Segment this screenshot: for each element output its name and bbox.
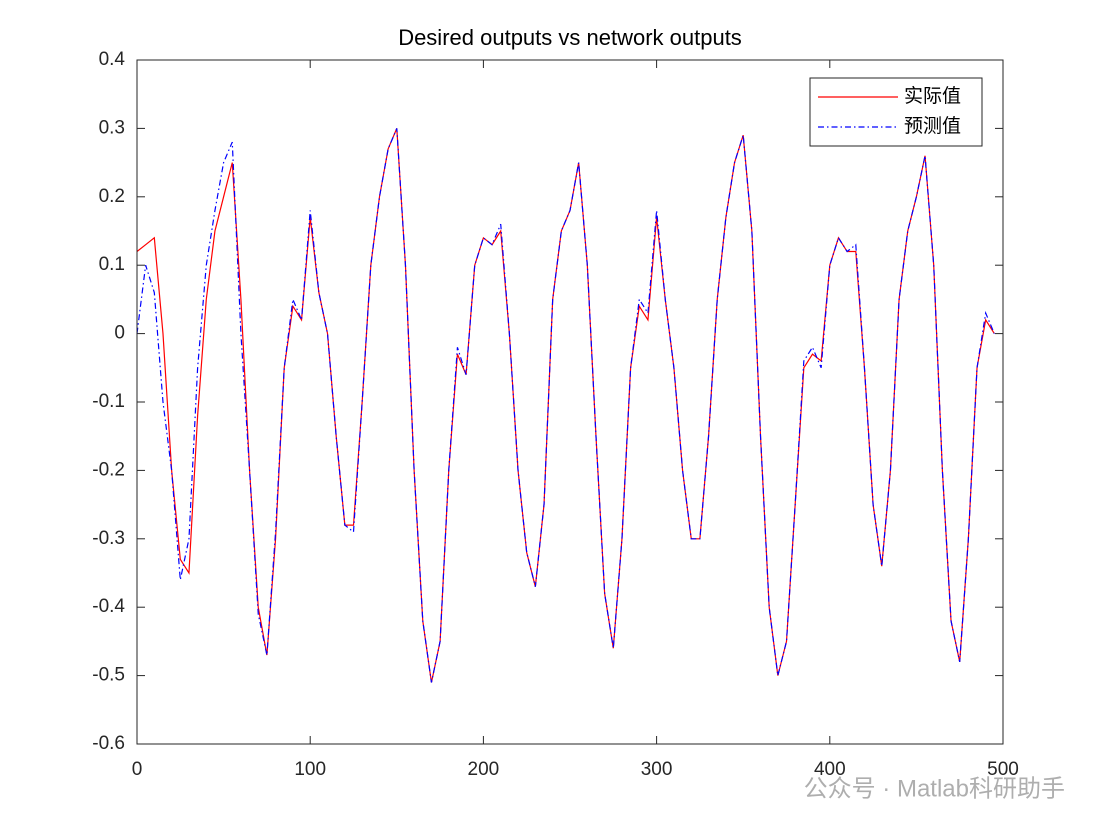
y-tick-label: -0.5 xyxy=(92,665,125,686)
chart-title: Desired outputs vs network outputs xyxy=(398,25,742,50)
y-tick-label: -0.6 xyxy=(92,733,125,754)
x-tick-label: 200 xyxy=(468,759,500,780)
legend-box xyxy=(809,77,983,147)
x-tick-label: 500 xyxy=(987,759,1019,780)
x-tick-label: 0 xyxy=(132,759,143,780)
watermark: 公众号 · Matlab科研助手 xyxy=(804,775,1065,802)
y-tick-label: 0.3 xyxy=(99,117,125,138)
y-tick-label: -0.2 xyxy=(92,459,125,480)
x-tick-label: 100 xyxy=(294,759,326,780)
axes-box xyxy=(136,59,1004,745)
legend-label: 预测值 xyxy=(904,115,961,137)
x-tick-label: 300 xyxy=(641,759,673,780)
y-tick-label: 0 xyxy=(114,323,125,344)
y-tick-label: -0.4 xyxy=(92,596,125,617)
x-tick-label: 400 xyxy=(814,759,846,780)
legend-label: 实际值 xyxy=(904,85,961,107)
y-tick-label: -0.3 xyxy=(92,528,125,549)
series-line xyxy=(136,128,995,683)
y-tick-label: 0.2 xyxy=(99,186,125,207)
y-tick-label: -0.1 xyxy=(92,391,125,412)
y-tick-label: 0.1 xyxy=(99,254,125,275)
y-tick-label: 0.4 xyxy=(99,49,126,70)
